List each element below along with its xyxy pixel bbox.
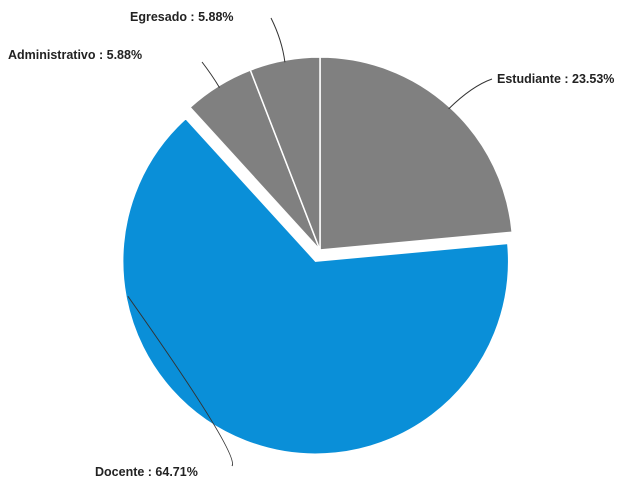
- data-label-docente: Docente : 64.71%: [95, 465, 198, 479]
- leader-line-docente: [127, 295, 234, 467]
- leader-line-estudiante: [448, 78, 493, 110]
- label-leader-lines: [127, 17, 493, 467]
- leader-line-administrativo: [201, 61, 220, 88]
- pie-slice-docente: [121, 117, 510, 455]
- data-label-egresado: Egresado : 5.88%: [130, 10, 234, 24]
- pie-slices: [121, 56, 513, 455]
- leader-line-egresado: [270, 17, 286, 63]
- data-label-estudiante: Estudiante : 23.53%: [497, 72, 614, 86]
- pie-slice-estudiante: [319, 56, 513, 251]
- data-label-administrativo: Administrativo : 5.88%: [8, 48, 142, 62]
